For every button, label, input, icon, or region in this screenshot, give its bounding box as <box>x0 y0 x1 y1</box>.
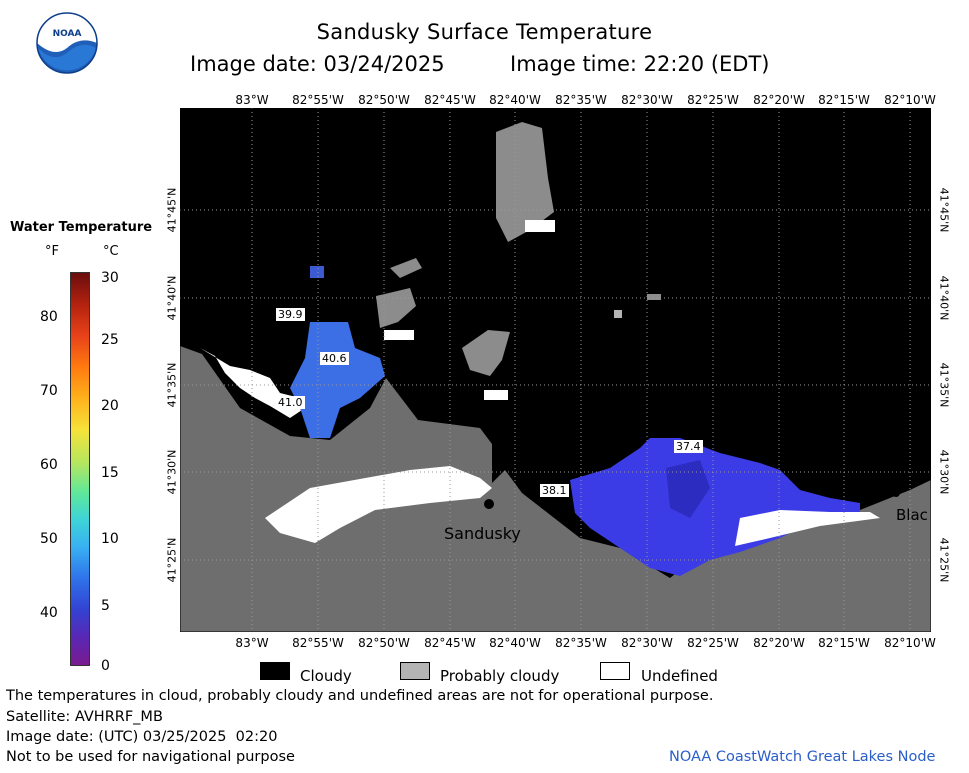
temp-label: 37.4 <box>674 440 703 453</box>
lon-tick: 82°30'W <box>621 93 673 107</box>
sandusky-bay <box>265 466 492 543</box>
f-tick: 70 <box>40 383 58 399</box>
legend-undefined-label: Undefined <box>641 667 718 685</box>
lon-tick: 82°45'W <box>424 636 476 650</box>
c-tick: 30 <box>101 270 119 286</box>
temp-label: 41.0 <box>276 396 305 409</box>
c-tick: 15 <box>101 465 119 481</box>
lon-tick: 82°45'W <box>424 93 476 107</box>
disclaimer-text: The temperatures in cloud, probably clou… <box>6 688 714 704</box>
lon-tick: 82°10'W <box>884 636 936 650</box>
water-patch-east <box>570 438 860 576</box>
lat-tick: 41°30'N <box>937 449 951 495</box>
noaa-logo: NOAA <box>36 12 98 74</box>
lon-tick: 82°50'W <box>358 93 410 107</box>
c-tick: 5 <box>101 598 110 614</box>
colorbar <box>70 272 90 666</box>
graticule <box>180 108 931 632</box>
lon-tick: 82°55'W <box>292 636 344 650</box>
water-patch-east-inlet <box>666 460 710 518</box>
temp-label: 39.9 <box>276 308 305 321</box>
page-title: Sandusky Surface Temperature <box>316 20 653 44</box>
logo-text: NOAA <box>52 29 82 39</box>
lon-tick: 82°10'W <box>884 93 936 107</box>
lat-tick: 41°35'N <box>165 362 179 408</box>
image-time: Image time: 22:20 (EDT) <box>510 52 770 76</box>
lon-tick: 82°15'W <box>818 636 870 650</box>
lat-tick: 41°45'N <box>937 187 951 233</box>
c-tick: 20 <box>101 398 119 414</box>
lon-tick: 83°W <box>235 93 269 107</box>
c-tick: 0 <box>101 658 110 674</box>
nav-warning-text: Not to be used for navigational purpose <box>6 749 295 765</box>
f-tick: 60 <box>40 457 58 473</box>
colorbar-title: Water Temperature <box>10 220 153 235</box>
lat-tick: 41°25'N <box>165 537 179 583</box>
temperature-map: 39.9 40.6 41.0 37.4 38.1 Sandusky Blac <box>180 108 931 632</box>
colorbar-unit-f: °F <box>45 244 59 259</box>
land-area <box>180 346 931 632</box>
temp-label: 40.6 <box>320 352 349 365</box>
island <box>376 288 416 328</box>
lon-tick: 82°50'W <box>358 636 410 650</box>
island <box>496 122 554 242</box>
sandusky-marker <box>484 499 494 509</box>
lon-tick: 82°55'W <box>292 93 344 107</box>
lon-tick: 82°40'W <box>489 636 541 650</box>
colorbar-unit-c: °C <box>103 244 119 259</box>
city-label-partial: Blac <box>896 506 928 524</box>
f-tick: 50 <box>40 531 58 547</box>
c-tick: 25 <box>101 332 119 348</box>
lat-tick: 41°30'N <box>165 449 179 495</box>
lon-tick: 82°20'W <box>753 93 805 107</box>
city-label: Sandusky <box>444 524 521 543</box>
blac-marker <box>892 489 900 497</box>
lat-tick: 41°25'N <box>937 537 951 583</box>
lat-tick: 41°40'N <box>165 275 179 321</box>
satellite-text: Satellite: AVHRRF_MB <box>6 709 163 725</box>
temp-label: 38.1 <box>540 484 569 497</box>
legend-undefined-swatch <box>600 662 630 680</box>
f-tick: 80 <box>40 309 58 325</box>
lon-tick: 82°25'W <box>687 93 739 107</box>
lat-tick: 41°40'N <box>937 275 951 321</box>
lat-tick: 41°45'N <box>165 187 179 233</box>
lat-tick: 41°35'N <box>937 362 951 408</box>
lon-tick: 82°25'W <box>687 636 739 650</box>
lon-tick: 82°30'W <box>621 636 673 650</box>
lon-tick: 83°W <box>235 636 269 650</box>
c-tick: 10 <box>101 531 119 547</box>
image-date: Image date: 03/24/2025 <box>190 52 445 76</box>
legend-cloudy-swatch <box>260 662 290 680</box>
lon-tick: 82°15'W <box>818 93 870 107</box>
f-tick: 40 <box>40 605 58 621</box>
undefined-band-east <box>735 510 880 546</box>
lon-tick: 82°35'W <box>555 93 607 107</box>
island <box>462 330 510 376</box>
lon-tick: 82°35'W <box>555 636 607 650</box>
lon-tick: 82°20'W <box>753 636 805 650</box>
legend-probably-cloudy-swatch <box>400 662 430 680</box>
legend-probably-cloudy-label: Probably cloudy <box>440 667 560 685</box>
credit-text: NOAA CoastWatch Great Lakes Node <box>669 749 936 765</box>
water-patch-west <box>290 322 385 438</box>
island <box>390 258 422 278</box>
legend-cloudy-label: Cloudy <box>300 667 352 685</box>
utc-date-text: Image date: (UTC) 03/25/2025 02:20 <box>6 729 278 745</box>
lon-tick: 82°40'W <box>489 93 541 107</box>
